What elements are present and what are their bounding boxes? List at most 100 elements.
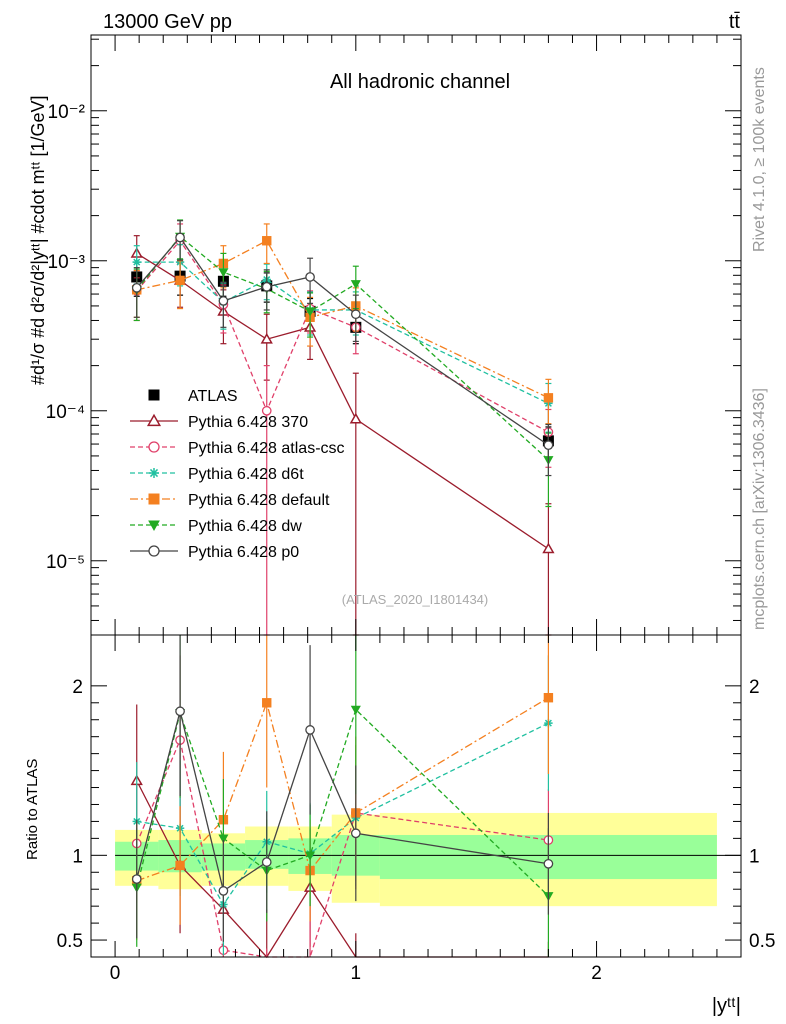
legend-entry-3: Pythia 6.428 d6t — [130, 466, 304, 483]
data-point — [543, 393, 554, 403]
ratio-point-shape — [543, 858, 554, 869]
data-point-shape — [543, 440, 554, 450]
main-x-axis — [114, 35, 718, 635]
legend-marker-shape — [148, 441, 160, 453]
data-point — [175, 275, 185, 286]
legend-label: Pythia 6.428 d6t — [188, 466, 304, 483]
data-point — [132, 257, 141, 267]
ratio-point — [543, 693, 554, 703]
data-point-shape — [260, 332, 273, 344]
ratio-point-shape — [218, 886, 229, 896]
data-point — [131, 282, 142, 293]
legend-marker — [148, 389, 160, 401]
ratio-y-axis: 0.5 0.5 1 1 2 2 — [57, 677, 776, 952]
legend-marker-shape — [148, 545, 160, 557]
legend-marker-shape — [146, 413, 162, 427]
ratio-y-axis-label: Ratio to ATLAS — [24, 759, 41, 860]
ratio-point-shape — [350, 705, 361, 715]
ratio-y-tick-label: 0.5 — [57, 931, 83, 952]
ratio-point — [218, 886, 229, 896]
ratio-panel: 0.5 0.5 1 1 2 2 0 1 2 Ratio to ATLAS |yᵗᵗ| — [24, 634, 776, 1017]
ratio-point — [305, 725, 315, 735]
ratio-point-shape — [175, 706, 185, 717]
main-y-axis-label: #d¹/σ #d d²σ/d²|yᵗᵗ| #cdot mᵗᵗ [1/GeV] — [28, 95, 48, 385]
data-point-shape — [305, 272, 315, 282]
legend-marker — [148, 545, 160, 557]
ratio-point-shape — [261, 857, 272, 867]
ratio-point — [175, 860, 185, 871]
legend-marker — [148, 493, 160, 505]
y-tick-label: 10⁻⁴ — [46, 402, 85, 423]
ratio-series-5 — [131, 635, 554, 942]
ratio-point-shape — [305, 851, 316, 861]
ratio-x-axis: 0 1 2 — [110, 635, 718, 984]
watermark: (ATLAS_2020_I1801434) — [342, 592, 488, 607]
y-tick-label: 10⁻² — [48, 102, 86, 123]
legend-marker-shape — [148, 389, 160, 401]
legend: ATLAS Pythia 6.428 370 Pythia 6.428 atlas-… — [130, 388, 345, 561]
data-point — [175, 232, 185, 243]
process-label: tt̄ — [729, 11, 741, 33]
main-title: All hadronic channel — [330, 71, 510, 93]
data-point — [262, 236, 272, 246]
legend-label: Pythia 6.428 default — [188, 492, 330, 509]
ratio-frame — [90, 634, 742, 958]
data-point-shape — [350, 309, 361, 320]
ratio-y-tick-label-right: 1 — [749, 846, 760, 867]
legend-marker — [148, 520, 160, 532]
data-point-shape — [305, 307, 316, 317]
x-axis-label: |yᵗᵗ| — [712, 995, 741, 1017]
data-point — [218, 268, 229, 278]
legend-entry-4: Pythia 6.428 default — [130, 492, 330, 509]
x-tick-label: 2 — [591, 963, 602, 984]
data-point — [543, 440, 554, 450]
data-point-shape — [349, 412, 362, 424]
ratio-point — [131, 874, 142, 884]
legend-marker — [146, 413, 162, 427]
data-point-shape — [175, 232, 185, 243]
data-point-stroke — [133, 258, 141, 266]
legend-label: Pythia 6.428 atlas-csc — [188, 440, 345, 457]
ratio-y-tick-label: 1 — [72, 846, 83, 867]
y-tick-label: 10⁻³ — [48, 252, 86, 273]
legend-marker — [149, 468, 159, 478]
data-point — [305, 307, 316, 317]
ratio-point — [350, 828, 361, 839]
data-point-shape — [261, 405, 272, 416]
data-point — [261, 282, 272, 292]
main-panel: 10⁻⁵ 10⁻⁴ 10⁻³ 10⁻² All hadronic channel (A… — [28, 34, 742, 636]
legend-label: Pythia 6.428 dw — [188, 518, 302, 535]
energy-label: 13000 GeV pp — [103, 11, 232, 33]
legend-label: Pythia 6.428 p0 — [188, 544, 299, 561]
data-point-shape — [175, 275, 185, 286]
ratio-y-tick-label-right: 0.5 — [749, 931, 775, 952]
data-point — [260, 332, 273, 344]
ratio-point — [262, 698, 272, 708]
data-point-shape — [261, 282, 272, 292]
ratio-point-shape — [175, 860, 185, 871]
main-y-axis: 10⁻⁵ 10⁻⁴ 10⁻³ 10⁻² — [46, 38, 741, 621]
y-tick-label: 10⁻⁵ — [46, 552, 85, 573]
series-6 — [131, 220, 554, 477]
ratio-point-shape — [262, 698, 272, 708]
ratio-y-tick-label: 2 — [72, 677, 83, 698]
legend-entry-6: Pythia 6.428 p0 — [130, 544, 299, 561]
ratio-plot-content — [130, 635, 554, 959]
data-point — [305, 272, 315, 282]
ratio-y-tick-label-right: 2 — [749, 677, 760, 698]
mcplots-label: mcplots.cern.ch [arXiv:1306.3436] — [751, 388, 768, 630]
legend-marker-shape — [148, 493, 160, 505]
main-plot-content — [130, 219, 555, 636]
data-point — [350, 309, 361, 320]
data-point-shape — [350, 280, 361, 290]
ratio-point-shape — [218, 834, 229, 844]
data-point-shape — [218, 296, 229, 306]
legend-marker — [148, 441, 160, 453]
legend-marker-stroke — [149, 468, 159, 478]
ratio-point — [543, 858, 554, 869]
x-tick-label: 0 — [110, 963, 121, 984]
data-point — [542, 542, 555, 554]
ratio-point-shape — [350, 828, 361, 839]
ratio-point-shape — [305, 725, 315, 735]
